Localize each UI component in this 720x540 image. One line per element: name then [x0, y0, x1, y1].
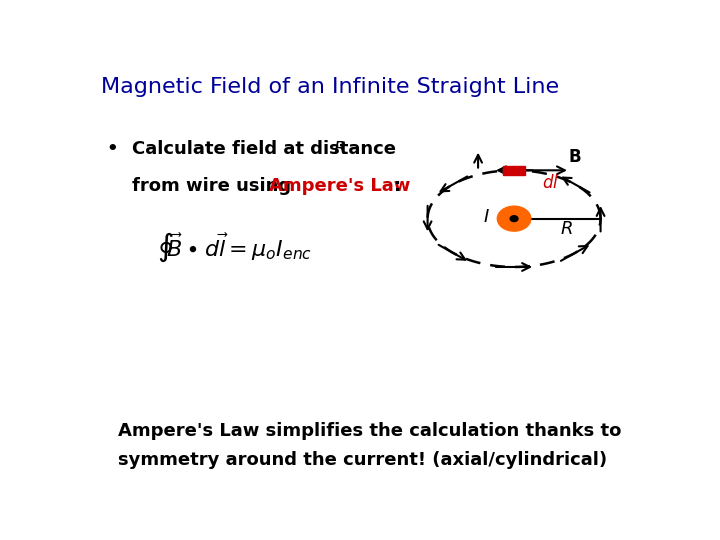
Text: $R$: $R$ — [333, 140, 346, 158]
Circle shape — [510, 216, 518, 221]
Text: Magnetic Field of an Infinite Straight Line: Magnetic Field of an Infinite Straight L… — [101, 77, 559, 97]
Text: •: • — [107, 140, 118, 158]
Text: $dl$: $dl$ — [542, 174, 559, 192]
Text: Calculate field at distance: Calculate field at distance — [132, 140, 402, 158]
Text: from wire using: from wire using — [132, 177, 297, 195]
Text: Ampere's Law: Ampere's Law — [269, 177, 410, 195]
Circle shape — [498, 206, 531, 231]
Text: $R$: $R$ — [559, 220, 572, 238]
Text: :: : — [394, 177, 401, 195]
Text: $I$: $I$ — [483, 207, 490, 226]
Text: Ampere's Law simplifies the calculation thanks to: Ampere's Law simplifies the calculation … — [118, 422, 621, 441]
Text: symmetry around the current! (axial/cylindrical): symmetry around the current! (axial/cyli… — [118, 451, 607, 469]
Text: $\oint \!\! \vec{B} \bullet d\vec{l} = \mu_o I_{enc}$: $\oint \!\! \vec{B} \bullet d\vec{l} = \… — [157, 231, 312, 265]
FancyBboxPatch shape — [503, 166, 525, 175]
Text: B: B — [568, 148, 581, 166]
